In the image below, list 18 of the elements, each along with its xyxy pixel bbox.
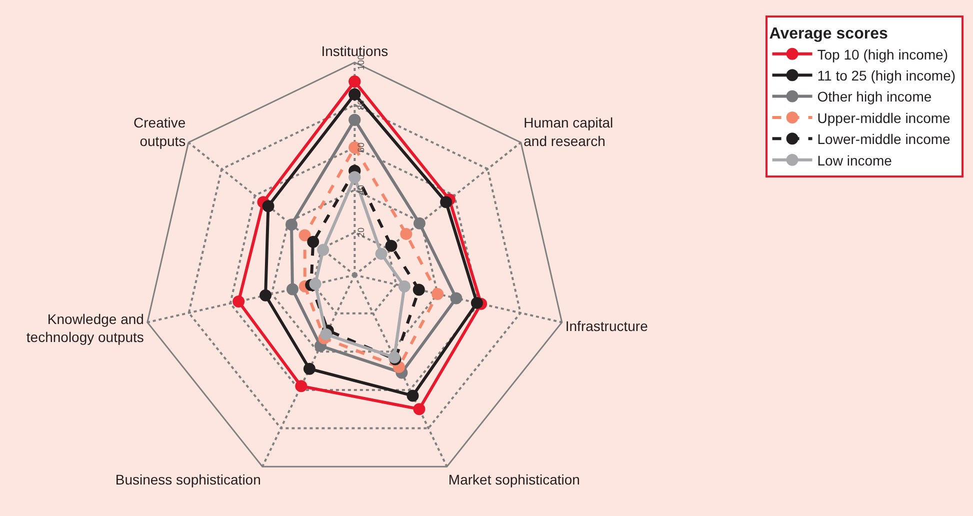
legend-label: Low income xyxy=(817,152,892,168)
legend-title: Average scores xyxy=(769,25,888,42)
y-tick-label: 40 xyxy=(356,184,366,195)
y-tick-label: 60 xyxy=(356,142,366,152)
y-tick-label: 20 xyxy=(356,228,366,238)
legend-label: Top 10 (high income) xyxy=(817,46,948,62)
spoke-label: Creative outputs xyxy=(134,114,186,149)
legend-label: Upper-middle income xyxy=(817,110,951,126)
legend-label: Lower-middle income xyxy=(817,131,951,148)
spoke-label: Infrastructure xyxy=(565,318,648,334)
spoke-label: Human capital and research xyxy=(524,114,614,149)
y-tick-label: 100 xyxy=(356,54,366,70)
y-tick-label: 80 xyxy=(356,100,366,110)
legend-label: 11 to 25 (high income) xyxy=(817,68,956,84)
spoke-label: Market sophistication xyxy=(448,472,580,488)
spoke-label: Knowledge and technology outputs xyxy=(26,310,144,346)
legend-label: Other high income xyxy=(817,88,932,105)
spoke-label: Business sophistication xyxy=(115,472,261,488)
